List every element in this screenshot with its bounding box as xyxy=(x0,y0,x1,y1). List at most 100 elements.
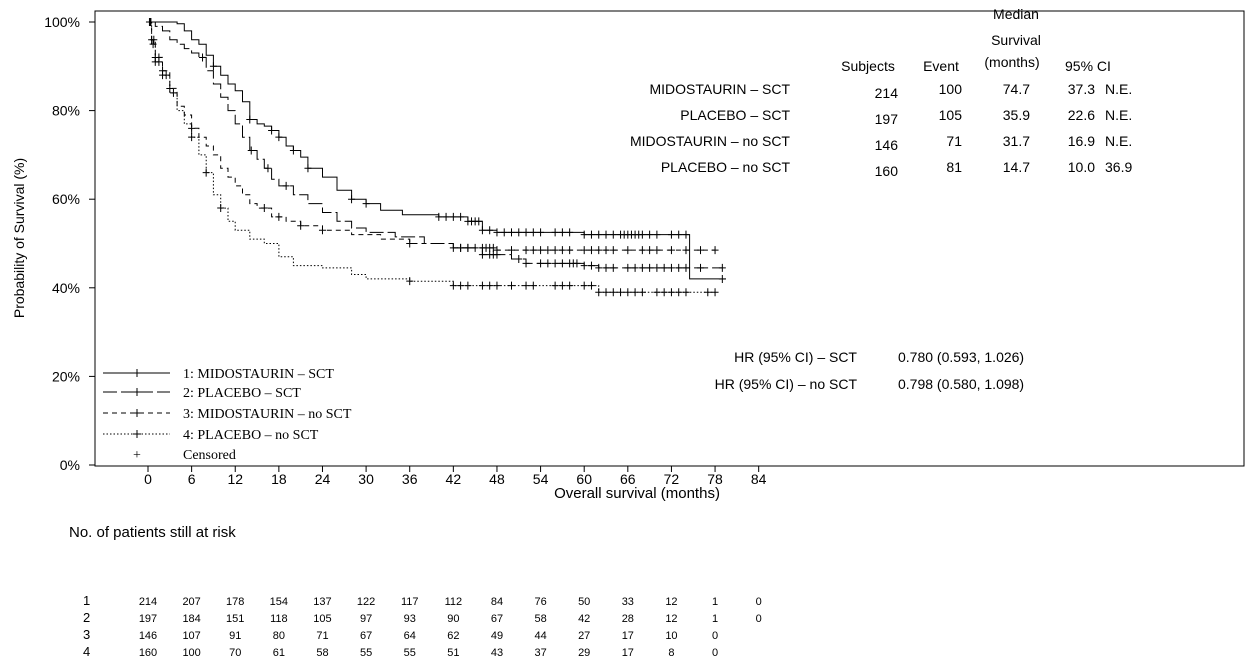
censor-mark xyxy=(478,281,486,290)
summary-row-label: PLACEBO – no SCT xyxy=(661,159,791,175)
summary-ci-low: 22.6 xyxy=(1068,107,1095,123)
censor-mark xyxy=(264,164,272,173)
summary-subjects: 146 xyxy=(875,137,899,153)
censor-mark xyxy=(529,228,537,237)
at-risk-count: 207 xyxy=(182,596,200,608)
hazard-label: HR (95% CI) – SCT xyxy=(734,349,857,365)
at-risk-count: 17 xyxy=(622,647,634,659)
censor-mark xyxy=(638,263,646,272)
x-tick-label: 48 xyxy=(489,471,505,487)
summary-event: 100 xyxy=(939,81,963,97)
survival-curve-1 xyxy=(148,21,726,280)
at-risk-count: 58 xyxy=(316,647,328,659)
censor-mark xyxy=(602,288,610,297)
at-risk-count: 64 xyxy=(404,630,416,642)
summary-rows: MIDOSTAURIN – SCT 214 100 74.7 37.3 N.E. PLACE… xyxy=(630,81,1132,179)
censor-mark xyxy=(646,230,654,239)
censor-mark xyxy=(515,228,523,237)
censor-mark xyxy=(202,168,210,177)
legend-censor-mark xyxy=(133,388,141,396)
x-tick-label: 72 xyxy=(664,471,680,487)
censor-mark xyxy=(682,230,690,239)
at-risk-count: 55 xyxy=(360,647,372,659)
censor-mark xyxy=(362,199,370,208)
censor-mark xyxy=(318,226,326,235)
censor-mark xyxy=(566,228,574,237)
censor-mark xyxy=(478,226,486,235)
x-axis-label: Overall survival (months) xyxy=(554,485,720,502)
y-tick-label: 40% xyxy=(52,280,80,296)
censor-mark xyxy=(609,288,617,297)
at-risk-count: 29 xyxy=(578,647,590,659)
summary-subjects: 214 xyxy=(875,85,899,101)
censor-mark xyxy=(609,263,617,272)
censor-mark xyxy=(646,263,654,272)
y-tick-label: 60% xyxy=(52,191,80,207)
censor-mark xyxy=(667,288,675,297)
censor-mark xyxy=(486,226,494,235)
summary-median: 35.9 xyxy=(1003,107,1030,123)
at-risk-count: 97 xyxy=(360,613,372,625)
at-risk-count: 154 xyxy=(270,596,288,608)
legend-censor-mark xyxy=(133,409,141,417)
censor-mark xyxy=(529,281,537,290)
y-axis: 0% 20% 40% 60% 80% 100% xyxy=(44,14,95,473)
censor-mark xyxy=(275,133,283,142)
censor-mark xyxy=(522,228,530,237)
summary-median: 14.7 xyxy=(1003,159,1030,175)
x-tick-label: 66 xyxy=(620,471,636,487)
censor-mark xyxy=(449,212,457,221)
legend-censored-label: Censored xyxy=(183,448,236,463)
header-subjects: Subjects xyxy=(841,58,895,74)
at-risk-count: 76 xyxy=(534,596,546,608)
censor-mark xyxy=(704,288,712,297)
censor-mark xyxy=(566,281,574,290)
censor-mark xyxy=(508,281,515,290)
censor-mark xyxy=(609,246,617,255)
censor-mark xyxy=(660,288,668,297)
summary-ci-high: N.E. xyxy=(1105,107,1132,123)
at-risk-row-label: 2 xyxy=(83,610,90,625)
at-risk-count: 90 xyxy=(447,613,459,625)
at-risk-count: 70 xyxy=(229,647,241,659)
at-risk-count: 17 xyxy=(622,630,634,642)
x-tick-label: 18 xyxy=(271,471,287,487)
censor-mark xyxy=(682,263,690,272)
censor-mark xyxy=(457,212,465,221)
censor-mark xyxy=(297,221,305,230)
summary-row-label: MIDOSTAURIN – no SCT xyxy=(630,133,790,149)
censor-mark xyxy=(282,181,290,190)
y-axis-label: Probability of Survival (%) xyxy=(11,158,27,318)
censor-mark xyxy=(602,246,610,255)
censor-mark xyxy=(471,243,479,252)
at-risk-table: 1 214 207 178 154 137 122 117 112 84 76 50 33 12 1 02 19… xyxy=(83,593,762,659)
summary-ci-low: 37.3 xyxy=(1068,81,1095,97)
censor-mark xyxy=(147,18,155,26)
at-risk-row-label: 4 xyxy=(83,644,90,659)
censor-mark xyxy=(537,259,545,268)
censor-mark xyxy=(638,230,646,239)
y-tick-label: 80% xyxy=(52,103,80,119)
legend: 1: MIDOSTAURIN – SCT 2: PLACEBO – SCT 3: M… xyxy=(103,367,352,463)
summary-median: 74.7 xyxy=(1003,81,1030,97)
at-risk-count: 67 xyxy=(491,613,503,625)
summary-subjects: 197 xyxy=(875,111,899,127)
censor-mark xyxy=(617,288,625,297)
legend-label-3: 3: MIDOSTAURIN – no SCT xyxy=(183,407,352,422)
censor-mark xyxy=(718,274,726,283)
censor-mark xyxy=(624,263,632,272)
survival-curve-3 xyxy=(148,21,716,251)
at-risk-count: 80 xyxy=(273,630,285,642)
summary-row-label: MIDOSTAURIN – SCT xyxy=(649,81,790,97)
at-risk-count: 49 xyxy=(491,630,503,642)
censor-mark xyxy=(457,243,465,252)
censor-mark xyxy=(609,230,617,239)
censor-mark xyxy=(595,288,603,297)
censor-mark xyxy=(551,228,559,237)
at-risk-count: 1 xyxy=(712,596,718,608)
x-tick-label: 36 xyxy=(402,471,418,487)
at-risk-title: No. of patients still at risk xyxy=(69,524,236,541)
at-risk-count: 91 xyxy=(229,630,241,642)
at-risk-row-label: 1 xyxy=(83,593,90,608)
summary-ci-low: 10.0 xyxy=(1068,159,1095,175)
